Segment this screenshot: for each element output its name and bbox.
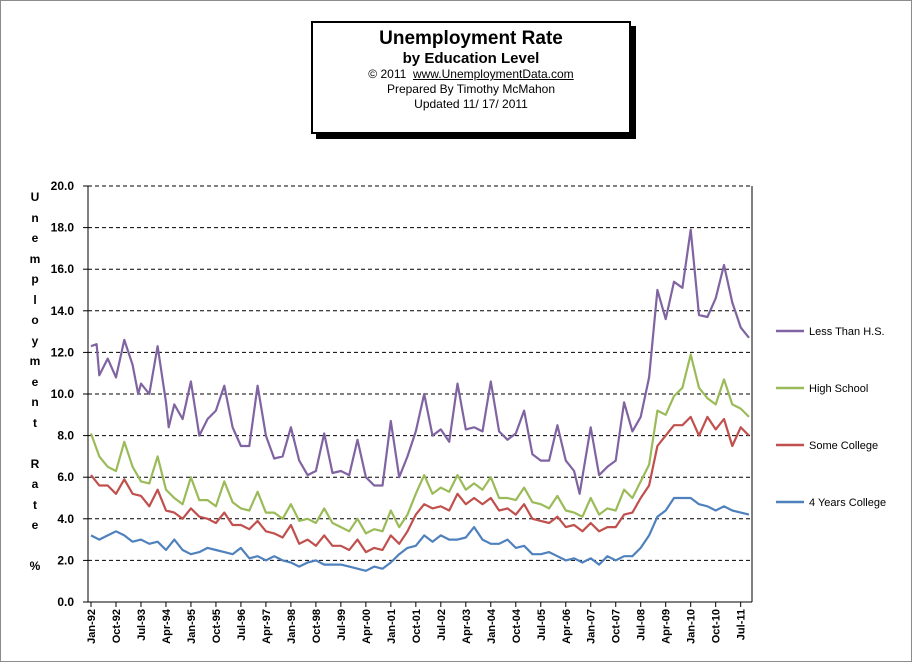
prepared-by: Prepared By Timothy McMahon (386, 82, 556, 96)
legend-label: Some College (809, 440, 878, 452)
chart-subtitle: by Education Level (402, 50, 540, 67)
x-tick-label: Oct-10 (711, 609, 723, 643)
x-tick-label: Jan-01 (386, 609, 398, 644)
series-line (89, 353, 750, 535)
y-axis-label-letter: e (31, 374, 39, 389)
x-tick-label: Oct-04 (511, 608, 523, 643)
x-tick-label: Jul-02 (436, 609, 448, 641)
y-tick-label: 8.0 (57, 429, 74, 443)
y-axis-label-letter: U (30, 190, 40, 204)
x-tick-label: Apr-97 (261, 609, 273, 644)
x-tick-label: Apr-00 (361, 609, 373, 644)
x-tick-label: Oct-92 (111, 609, 123, 643)
x-tick-label: Jan-10 (686, 609, 698, 644)
y-tick-label: 16.0 (51, 262, 75, 276)
y-axis-label-letter: y (31, 333, 39, 348)
y-tick-label: 10.0 (51, 387, 75, 401)
x-tick-label: Jan-04 (486, 608, 498, 644)
x-tick-label: Jan-98 (286, 609, 298, 644)
y-axis-label-letter: R (30, 456, 40, 471)
x-tick-label: Jul-99 (336, 609, 348, 641)
x-tick-label: Apr-09 (661, 609, 673, 644)
x-tick-label: Oct-95 (211, 609, 223, 643)
legend-label: High School (809, 383, 868, 395)
x-tick-label: Apr-03 (461, 609, 473, 644)
y-axis-label-letter: n (31, 210, 39, 225)
series-line (90, 415, 750, 554)
y-axis-label-letter: t (33, 497, 37, 512)
y-axis-label-letter: e (31, 518, 39, 532)
y-axis-label-letter: l (33, 292, 37, 307)
y-tick-label: 18.0 (51, 221, 75, 235)
x-tick-label: Oct-07 (611, 609, 623, 643)
x-tick-label: Apr-06 (561, 609, 573, 644)
y-axis-label-letter: a (31, 477, 39, 491)
y-tick-label: 0.0 (57, 595, 74, 609)
series-line (90, 496, 750, 572)
x-tick-label: Jan-95 (186, 609, 198, 644)
y-axis-label-letter: p (31, 272, 39, 286)
updated-date: Updated 11/ 17/ 2011 (414, 97, 528, 111)
legend-label: 4 Years College (809, 497, 886, 509)
x-tick-label: Jan-92 (86, 609, 98, 644)
x-tick-label: Oct-98 (311, 609, 323, 643)
x-tick-label: Apr-94 (161, 608, 173, 644)
y-axis-label-letter: % (29, 559, 41, 573)
y-axis-label-letter: m (29, 354, 41, 368)
legend-label: Less Than H.S. (809, 326, 885, 338)
y-tick-label: 4.0 (57, 512, 74, 526)
x-tick-label: Jul-11 (736, 609, 748, 640)
x-tick-label: Oct-01 (411, 609, 423, 643)
copyright-line: © 2011 www.UnemploymentData.com (313, 67, 629, 82)
y-tick-label: 20.0 (51, 179, 75, 193)
x-tick-label: Jul-08 (636, 609, 648, 641)
y-tick-label: 2.0 (57, 553, 74, 567)
copyright-text: © 2011 (368, 67, 407, 81)
title-box: Unemployment Rate by Education Level © 2… (311, 21, 631, 134)
y-axis-label-letter: t (33, 415, 37, 430)
y-tick-label: 14.0 (51, 304, 75, 318)
chart-title: Unemployment Rate (379, 28, 563, 49)
x-tick-label: Jul-05 (536, 609, 548, 641)
y-tick-label: 12.0 (51, 345, 75, 359)
y-tick-label: 6.0 (57, 470, 74, 484)
y-axis-label-letter: o (31, 313, 39, 327)
x-tick-label: Jul-93 (136, 609, 148, 641)
y-axis-label-letter: n (31, 395, 39, 409)
x-tick-label: Jul-96 (236, 609, 248, 641)
y-axis-label-letter: e (31, 231, 39, 245)
x-tick-label: Jan-07 (586, 609, 598, 644)
y-axis-label-letter: m (29, 251, 41, 266)
source-url[interactable]: www.UnemploymentData.com (412, 67, 574, 81)
series-line (90, 228, 750, 495)
